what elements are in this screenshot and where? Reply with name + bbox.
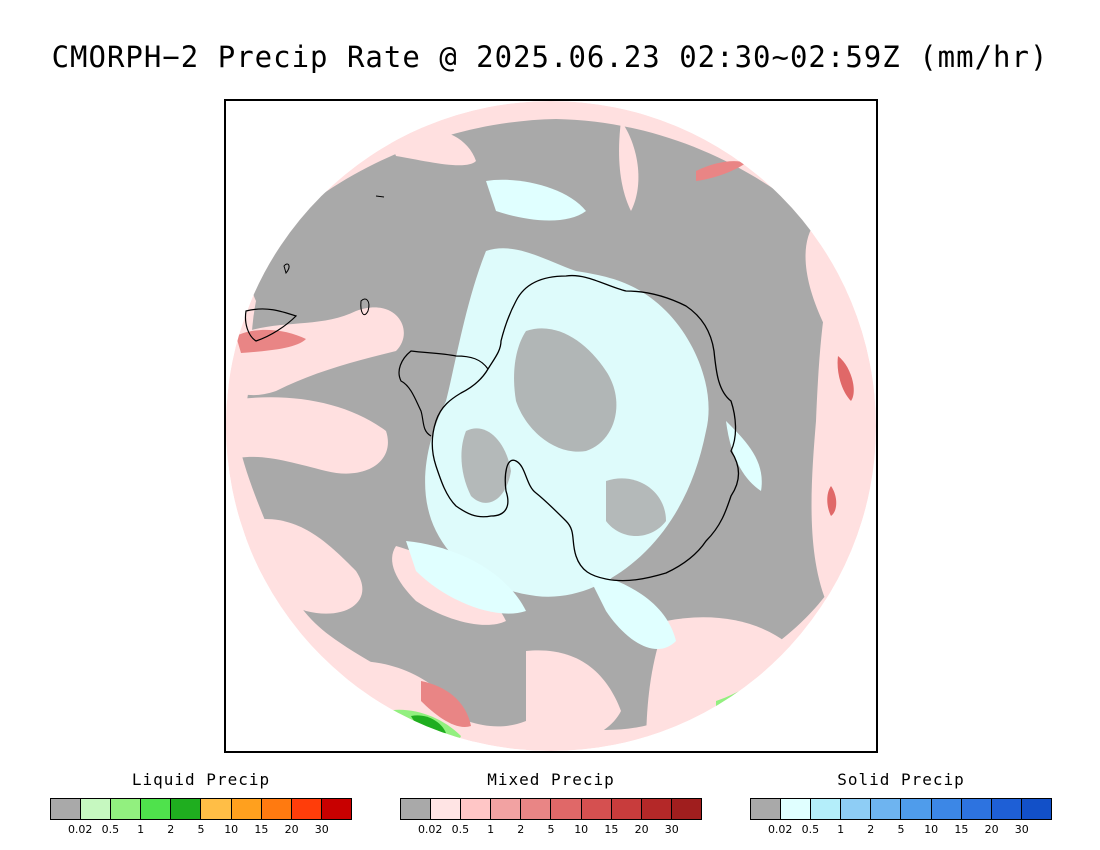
legend-mixed-precip: Mixed Precip 0.02 0.5 1 2 5 10 15 20 30 bbox=[400, 770, 702, 837]
legend-swatch bbox=[581, 799, 612, 819]
legend-swatch bbox=[171, 799, 202, 819]
legend-swatch bbox=[231, 799, 262, 819]
legend-tick-label: 2 bbox=[867, 823, 875, 836]
legend-tick-label: 5 bbox=[547, 823, 555, 836]
legend-tick-label: 10 bbox=[924, 823, 939, 836]
legend-tick-label: 15 bbox=[604, 823, 619, 836]
legend-title: Liquid Precip bbox=[131, 770, 271, 789]
legend-tick-label: 30 bbox=[1014, 823, 1029, 836]
legend-tick-label: 0.5 bbox=[451, 823, 470, 836]
legend-swatch bbox=[321, 799, 351, 819]
legend-tick-label: 0.02 bbox=[767, 823, 793, 836]
legend-color-bar bbox=[750, 798, 1052, 820]
legend-swatch bbox=[641, 799, 672, 819]
legend-swatch bbox=[1021, 799, 1051, 819]
legend-swatch bbox=[201, 799, 232, 819]
legend-tick-label: 10 bbox=[574, 823, 589, 836]
peninsula-coastline bbox=[398, 350, 489, 437]
legend-tick-label: 0.02 bbox=[67, 823, 93, 836]
legend-swatch bbox=[961, 799, 992, 819]
legend-swatch bbox=[901, 799, 932, 819]
south-america-coastline bbox=[244, 308, 298, 342]
legend-tick-label: 20 bbox=[284, 823, 299, 836]
antarctica-coastline bbox=[431, 274, 740, 582]
legend-tick-label: 30 bbox=[314, 823, 329, 836]
legend-swatch bbox=[991, 799, 1022, 819]
legend-swatch bbox=[811, 799, 842, 819]
legend-tick-labels: 0.02 0.5 1 2 5 10 15 20 30 bbox=[750, 823, 1052, 837]
legend-swatch bbox=[461, 799, 492, 819]
legend-tick-label: 0.02 bbox=[417, 823, 443, 836]
precip-map bbox=[226, 101, 876, 751]
legend-tick-label: 2 bbox=[167, 823, 175, 836]
legend-swatch bbox=[931, 799, 962, 819]
legend-swatch bbox=[491, 799, 522, 819]
legend-swatch bbox=[261, 799, 292, 819]
legend-swatch bbox=[871, 799, 902, 819]
legend-tick-label: 20 bbox=[984, 823, 999, 836]
map-title: CMORPH−2 Precip Rate @ 2025.06.23 02:30~… bbox=[51, 40, 1049, 74]
legend-title: Solid Precip bbox=[837, 770, 965, 789]
legend-swatch bbox=[401, 799, 432, 819]
legend-swatch bbox=[141, 799, 172, 819]
legend-swatch bbox=[551, 799, 582, 819]
legend-swatch bbox=[781, 799, 812, 819]
legend-swatch bbox=[751, 799, 782, 819]
legend-tick-label: 30 bbox=[664, 823, 679, 836]
map-panel bbox=[224, 99, 878, 753]
legend-swatch bbox=[111, 799, 142, 819]
legend-tick-label: 5 bbox=[197, 823, 205, 836]
legend-liquid-precip: Liquid Precip 0.02 0.5 1 2 5 10 15 20 30 bbox=[50, 770, 352, 837]
legend-tick-label: 0.5 bbox=[101, 823, 120, 836]
legend-tick-label: 20 bbox=[634, 823, 649, 836]
legend-tick-label: 0.5 bbox=[801, 823, 820, 836]
legend-tick-label: 1 bbox=[837, 823, 845, 836]
legend-swatch bbox=[671, 799, 701, 819]
legend-tick-label: 5 bbox=[897, 823, 905, 836]
legend-tick-label: 1 bbox=[137, 823, 145, 836]
legend-color-bar bbox=[50, 798, 352, 820]
legend-solid-precip: Solid Precip 0.02 0.5 1 2 5 10 15 20 30 bbox=[750, 770, 1052, 837]
legend-tick-labels: 0.02 0.5 1 2 5 10 15 20 30 bbox=[400, 823, 702, 837]
legend-tick-label: 1 bbox=[487, 823, 495, 836]
legend-color-bar bbox=[400, 798, 702, 820]
legend-swatch bbox=[81, 799, 112, 819]
legend-tick-label: 10 bbox=[224, 823, 239, 836]
legend-swatch bbox=[51, 799, 82, 819]
legend-swatch bbox=[841, 799, 872, 819]
legend-tick-label: 15 bbox=[254, 823, 269, 836]
legend-swatch bbox=[611, 799, 642, 819]
precip-field bbox=[226, 101, 876, 751]
legend-swatch bbox=[521, 799, 552, 819]
legend-tick-label: 15 bbox=[954, 823, 969, 836]
legend-swatch bbox=[291, 799, 322, 819]
legend-tick-label: 2 bbox=[517, 823, 525, 836]
legend-swatch bbox=[431, 799, 462, 819]
legend-title: Mixed Precip bbox=[487, 770, 615, 789]
legend-tick-labels: 0.02 0.5 1 2 5 10 15 20 30 bbox=[50, 823, 352, 837]
